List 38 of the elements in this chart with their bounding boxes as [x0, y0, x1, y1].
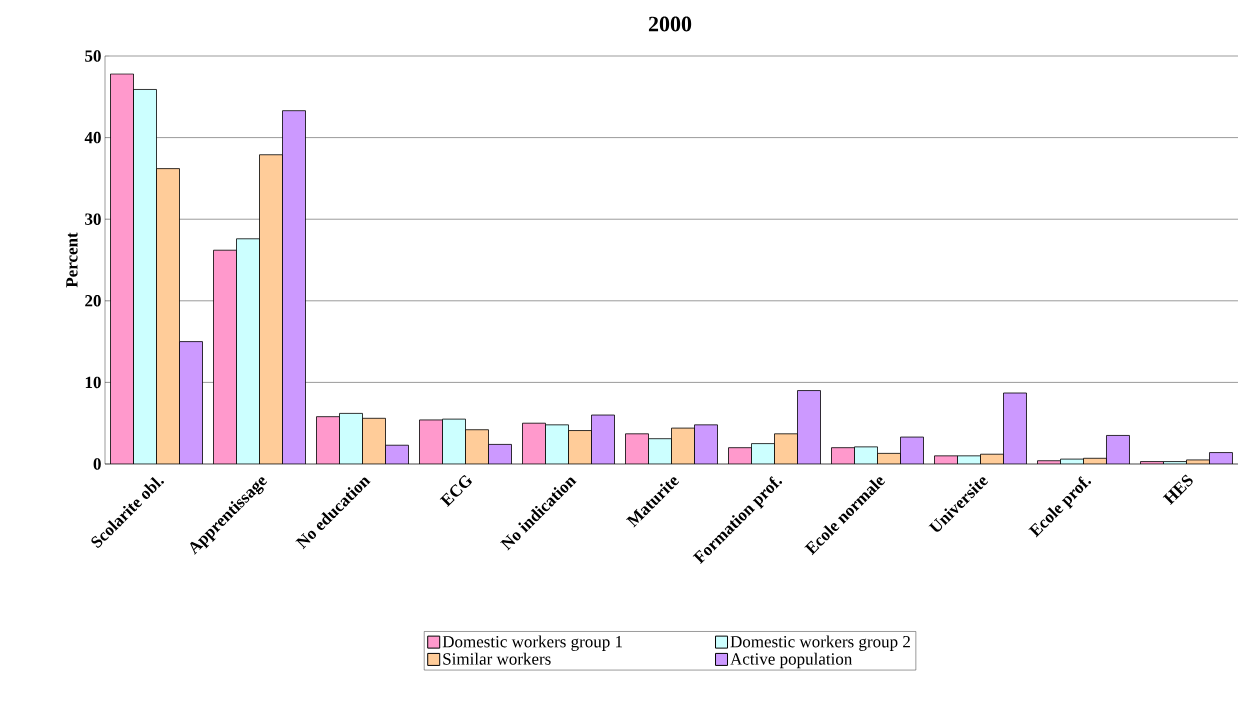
legend-label: Domestic workers group 1: [442, 635, 623, 651]
bar: [694, 424, 718, 464]
bar: [1106, 435, 1130, 464]
legend-label: Domestic workers group 2: [730, 635, 910, 651]
bar: [133, 89, 157, 464]
bar: [774, 433, 798, 464]
bar: [625, 433, 649, 464]
bar: [465, 429, 489, 464]
bar: [213, 250, 237, 464]
bar: [179, 341, 203, 464]
bar: [362, 418, 386, 464]
y-tick-label: 10: [85, 376, 101, 389]
y-tick-label: 40: [84, 131, 101, 144]
chart-title: 2000: [648, 16, 692, 32]
bar: [236, 238, 260, 464]
legend-label: Similar workers: [443, 652, 551, 665]
y-tick-label: 20: [85, 295, 101, 307]
bar: [591, 415, 615, 464]
legend-label: Active population: [730, 652, 853, 669]
bar: [648, 438, 672, 464]
y-tick-label: 0: [93, 458, 101, 470]
bar: [259, 154, 283, 464]
bar: [797, 390, 821, 464]
y-tick-label: 30: [85, 213, 101, 225]
bar: [1003, 393, 1027, 464]
bar: [316, 416, 340, 464]
bar: [339, 413, 363, 464]
y-tick-label: 50: [85, 50, 101, 62]
bar: [110, 73, 134, 464]
y-axis-title: Percent: [66, 232, 78, 288]
bar: [419, 419, 443, 464]
bar: [282, 110, 306, 464]
bar: [568, 430, 592, 464]
bar: [545, 424, 569, 464]
bar: [156, 168, 180, 464]
bar: [442, 419, 466, 464]
bar: [522, 423, 546, 464]
bar: [671, 428, 695, 464]
